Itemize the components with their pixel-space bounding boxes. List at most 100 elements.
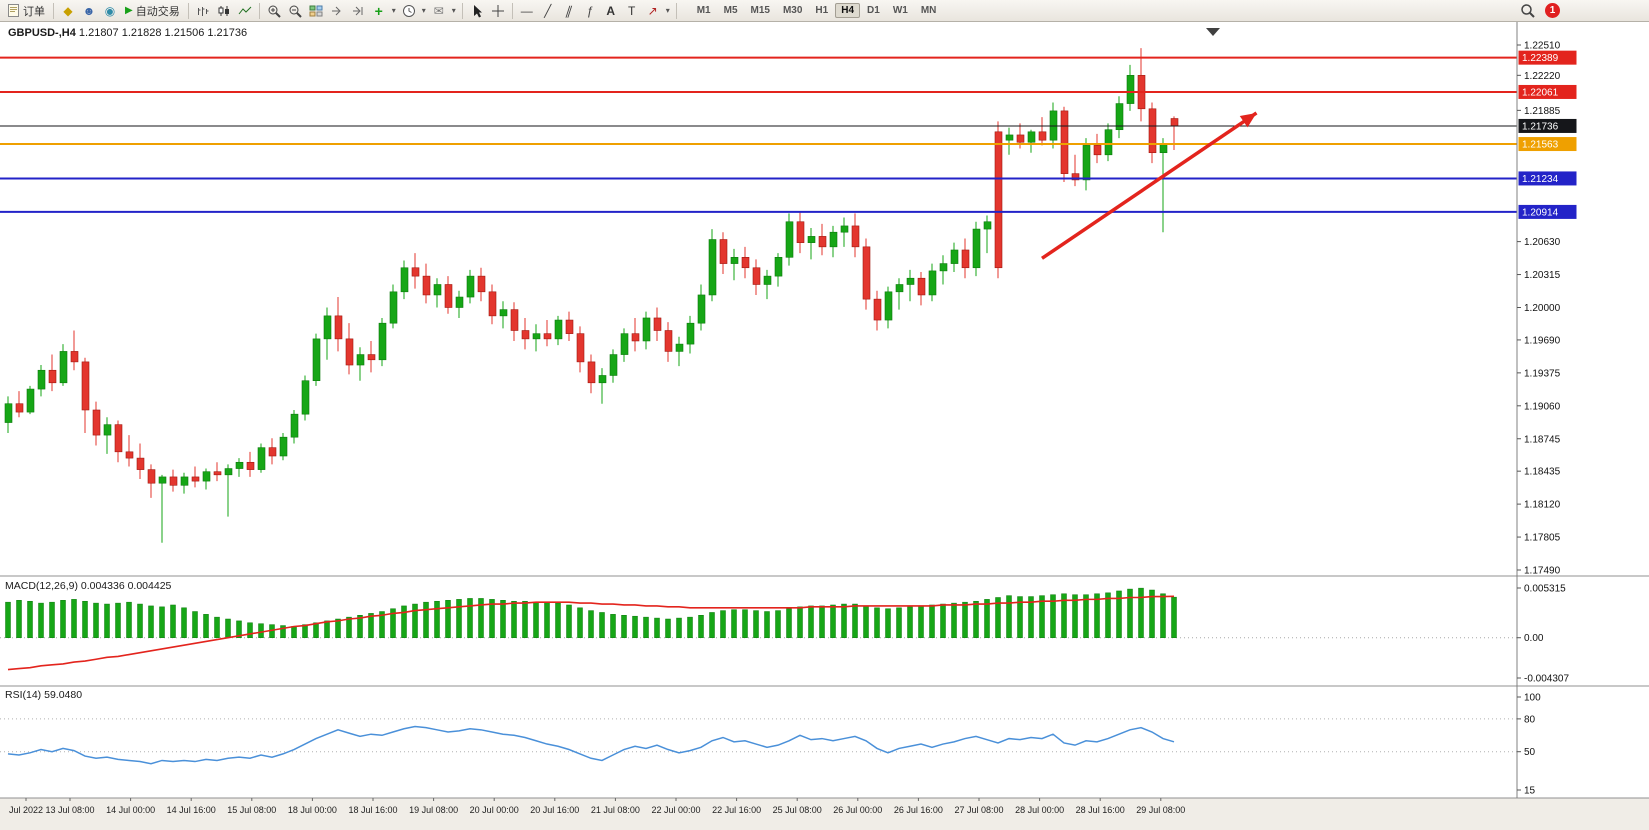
macd-histogram-bar xyxy=(71,599,77,638)
tile-windows-icon[interactable] xyxy=(306,2,326,20)
macd-histogram-bar xyxy=(126,601,132,638)
macd-histogram-bar xyxy=(973,600,979,638)
cursor-tool-icon[interactable] xyxy=(467,2,487,20)
candlestick xyxy=(455,296,464,308)
macd-histogram-bar xyxy=(786,608,792,638)
search-icon[interactable] xyxy=(1517,2,1537,20)
autotrade-button[interactable]: ▶ 自动交易 xyxy=(121,2,184,20)
text-label-tool-icon[interactable]: T xyxy=(628,3,636,18)
macd-histogram-bar xyxy=(38,602,44,638)
macd-histogram-bar xyxy=(808,605,814,638)
profile-icon[interactable]: ☻ xyxy=(82,3,96,18)
periods-clock-icon[interactable] xyxy=(399,2,419,20)
candlestick xyxy=(345,338,354,366)
macd-histogram-bar xyxy=(1094,593,1100,638)
zoom-out-icon[interactable] xyxy=(285,2,305,20)
macd-histogram-bar xyxy=(544,601,550,638)
add-indicator-icon[interactable]: + xyxy=(374,2,383,19)
macd-histogram-bar xyxy=(1028,596,1034,638)
auto-scroll-icon[interactable] xyxy=(327,2,347,20)
candlestick xyxy=(70,351,79,363)
horizontal-line-tool-icon[interactable]: — xyxy=(520,3,533,18)
macd-histogram-bar xyxy=(445,600,451,638)
trendline-tool-icon[interactable]: ╱ xyxy=(544,3,552,18)
timeframe-button-mn[interactable]: MN xyxy=(920,5,937,16)
macd-histogram-bar xyxy=(159,606,165,638)
macd-histogram-bar xyxy=(434,600,440,638)
macd-histogram-bar xyxy=(236,620,242,638)
candlestick xyxy=(114,424,123,453)
community-icon[interactable]: ◉ xyxy=(104,3,116,18)
price-tag-label: 1.20914 xyxy=(1522,207,1559,218)
timeframe-button-w1[interactable]: W1 xyxy=(892,5,908,16)
fibonacci-tool-icon[interactable]: ƒ xyxy=(586,3,594,18)
candlestick-mode-icon[interactable] xyxy=(214,2,234,20)
bar-chart-mode-icon[interactable] xyxy=(193,2,213,20)
candlestick xyxy=(730,257,739,264)
price-axis-label: 1.19375 xyxy=(1524,368,1561,379)
candlestick xyxy=(884,291,893,321)
arrows-tool-icon[interactable]: ↗ xyxy=(647,3,658,18)
candlestick xyxy=(246,461,255,470)
time-axis-label: 20 Jul 00:00 xyxy=(470,805,519,815)
account-history-icon[interactable]: ◆ xyxy=(63,3,73,18)
time-axis-label: 19 Jul 08:00 xyxy=(409,805,458,815)
rsi-axis-label: 100 xyxy=(1524,693,1541,704)
text-tool-icon[interactable]: A xyxy=(606,3,616,18)
time-axis-label: 15 Jul 08:00 xyxy=(227,805,276,815)
candlestick xyxy=(664,330,673,352)
timeframe-button-m5[interactable]: M5 xyxy=(723,5,738,16)
macd-histogram-bar xyxy=(907,606,913,638)
trend-arrow-head[interactable] xyxy=(1239,112,1257,128)
macd-histogram-bar xyxy=(82,600,88,638)
templates-icon[interactable]: ✉ xyxy=(433,3,444,18)
macd-histogram-bar xyxy=(753,610,759,638)
add-indicator-caret-icon[interactable]: ▾ xyxy=(391,6,396,15)
candlestick xyxy=(1115,103,1124,131)
price-tag-label: 1.22389 xyxy=(1522,53,1559,64)
price-axis-label: 1.17490 xyxy=(1524,566,1561,577)
candlestick xyxy=(1170,118,1179,127)
notification-badge[interactable]: 1 xyxy=(1545,3,1560,18)
macd-histogram-bar xyxy=(27,600,33,638)
new-order-button[interactable]: 订单 xyxy=(3,1,49,21)
time-axis-label: 18 Jul 16:00 xyxy=(348,805,397,815)
macd-histogram-bar xyxy=(137,603,143,638)
arrows-tool-caret-icon[interactable]: ▾ xyxy=(665,6,670,15)
candlestick xyxy=(774,257,783,277)
chart-shift-marker[interactable] xyxy=(1206,28,1220,36)
timeframe-button-m30[interactable]: M30 xyxy=(782,5,803,16)
candlestick xyxy=(1060,110,1069,174)
price-axis-label: 1.20315 xyxy=(1524,270,1561,281)
candlestick xyxy=(895,284,904,293)
macd-histogram-bar xyxy=(346,616,352,638)
time-axis-label: 29 Jul 08:00 xyxy=(1136,805,1185,815)
candlestick xyxy=(136,457,145,470)
timeframe-button-d1[interactable]: D1 xyxy=(867,5,880,16)
timeframe-button-m15[interactable]: M15 xyxy=(750,5,770,16)
periods-caret-icon[interactable]: ▾ xyxy=(421,6,426,15)
time-axis-label: 13 Jul 08:00 xyxy=(45,805,94,815)
zoom-in-icon[interactable] xyxy=(264,2,284,20)
timeframe-button-m1[interactable]: M1 xyxy=(696,5,711,16)
candlestick xyxy=(1148,108,1157,154)
timeframe-button-h1[interactable]: H1 xyxy=(815,5,829,16)
candlestick xyxy=(873,298,882,321)
timeframe-button-h4[interactable]: H4 xyxy=(835,3,861,18)
candlestick xyxy=(488,291,497,317)
rsi-line xyxy=(7,725,1175,765)
candlestick xyxy=(543,333,552,340)
time-axis-label: Jul 2022 xyxy=(9,805,43,815)
line-chart-mode-icon[interactable] xyxy=(235,2,255,20)
macd-histogram-bar xyxy=(500,600,506,638)
templates-caret-icon[interactable]: ▾ xyxy=(451,6,456,15)
chart-shift-icon[interactable] xyxy=(348,2,368,20)
time-axis-label: 20 Jul 16:00 xyxy=(530,805,579,815)
time-axis-label: 18 Jul 00:00 xyxy=(288,805,337,815)
macd-histogram-bar xyxy=(181,607,187,638)
crosshair-tool-icon[interactable] xyxy=(488,2,508,20)
channel-tool-icon[interactable]: ∥ xyxy=(563,3,574,18)
trend-arrow[interactable] xyxy=(1041,111,1258,260)
